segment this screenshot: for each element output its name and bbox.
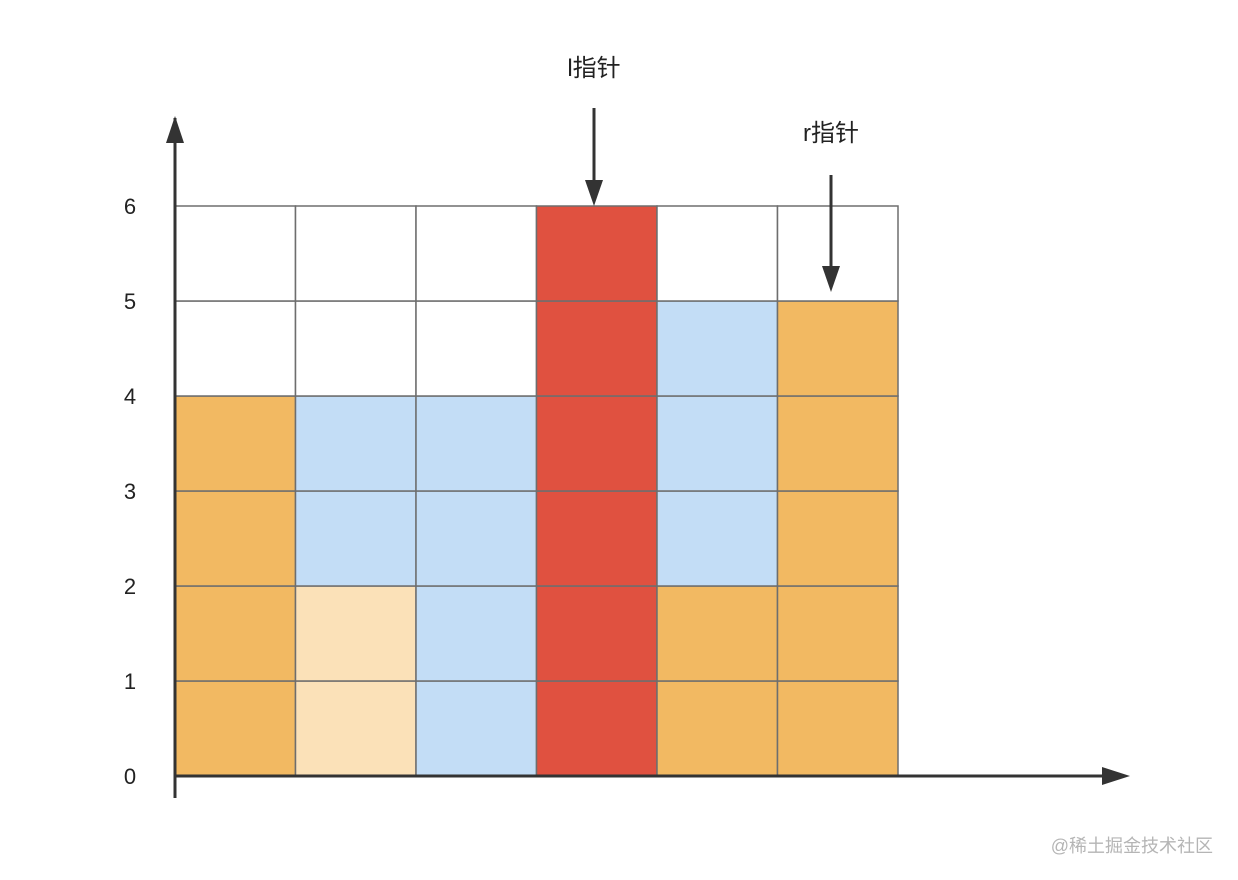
y-tick-label: 4 xyxy=(124,384,136,409)
cell-empty-c1-r5 xyxy=(294,205,417,302)
cell-highlight-c3-r2 xyxy=(535,490,658,587)
cell-water-c1-r2 xyxy=(294,490,417,587)
cell-bar-c5-r3 xyxy=(776,395,899,492)
cell-water-c2-r1 xyxy=(415,585,538,682)
grid-cells xyxy=(174,205,899,777)
cell-empty-c0-r4 xyxy=(174,300,297,397)
pointers: l指针 r指针 xyxy=(567,55,859,292)
r-pointer-label: r指针 xyxy=(803,120,859,147)
cell-highlight-c3-r0 xyxy=(535,680,658,777)
l-pointer-label: l指针 xyxy=(567,55,620,82)
cell-water-c2-r0 xyxy=(415,680,538,777)
y-tick-label: 5 xyxy=(124,289,136,314)
cell-bar-light-c1-r1 xyxy=(294,585,417,682)
cell-highlight-c3-r1 xyxy=(535,585,658,682)
cell-bar-light-c1-r0 xyxy=(294,680,417,777)
cell-bar-c4-r0 xyxy=(656,680,779,777)
cell-highlight-c3-r4 xyxy=(535,300,658,397)
cell-bar-c0-r0 xyxy=(174,680,297,777)
cell-bar-c0-r3 xyxy=(174,395,297,492)
cell-empty-c4-r5 xyxy=(656,205,779,302)
cell-bar-c5-r4 xyxy=(776,300,899,397)
y-tick-label: 2 xyxy=(124,574,136,599)
cell-water-c4-r3 xyxy=(656,395,779,492)
watermark: @稀土掘金技术社区 xyxy=(1051,836,1213,856)
y-axis-arrow-icon xyxy=(166,116,184,143)
y-axis-ticks: 0 1 2 3 4 5 6 xyxy=(124,194,136,789)
l-pointer-arrow-head-icon xyxy=(585,180,603,206)
cell-bar-c0-r2 xyxy=(174,490,297,587)
cell-bar-c0-r1 xyxy=(174,585,297,682)
cell-bar-c4-r1 xyxy=(656,585,779,682)
cell-highlight-c3-r3 xyxy=(535,395,658,492)
y-tick-label: 1 xyxy=(124,669,136,694)
y-tick-label: 6 xyxy=(124,194,136,219)
cell-empty-c1-r4 xyxy=(294,300,417,397)
cell-water-c2-r3 xyxy=(415,395,538,492)
cell-water-c2-r2 xyxy=(415,490,538,587)
cell-bar-c5-r2 xyxy=(776,490,899,587)
cell-bar-c5-r1 xyxy=(776,585,899,682)
cell-water-c4-r4 xyxy=(656,300,779,397)
cell-water-c4-r2 xyxy=(656,490,779,587)
y-tick-label: 3 xyxy=(124,479,136,504)
cell-empty-c0-r5 xyxy=(174,205,297,302)
r-pointer-arrow-head-icon xyxy=(822,266,840,292)
cell-empty-c5-r5 xyxy=(776,205,899,302)
cell-empty-c2-r4 xyxy=(415,300,538,397)
cell-water-c1-r3 xyxy=(294,395,417,492)
cell-empty-c2-r5 xyxy=(415,205,538,302)
cell-bar-c5-r0 xyxy=(776,680,899,777)
y-tick-label: 0 xyxy=(124,764,136,789)
cell-highlight-c3-r5 xyxy=(535,205,658,302)
x-axis-arrow-icon xyxy=(1102,767,1130,785)
